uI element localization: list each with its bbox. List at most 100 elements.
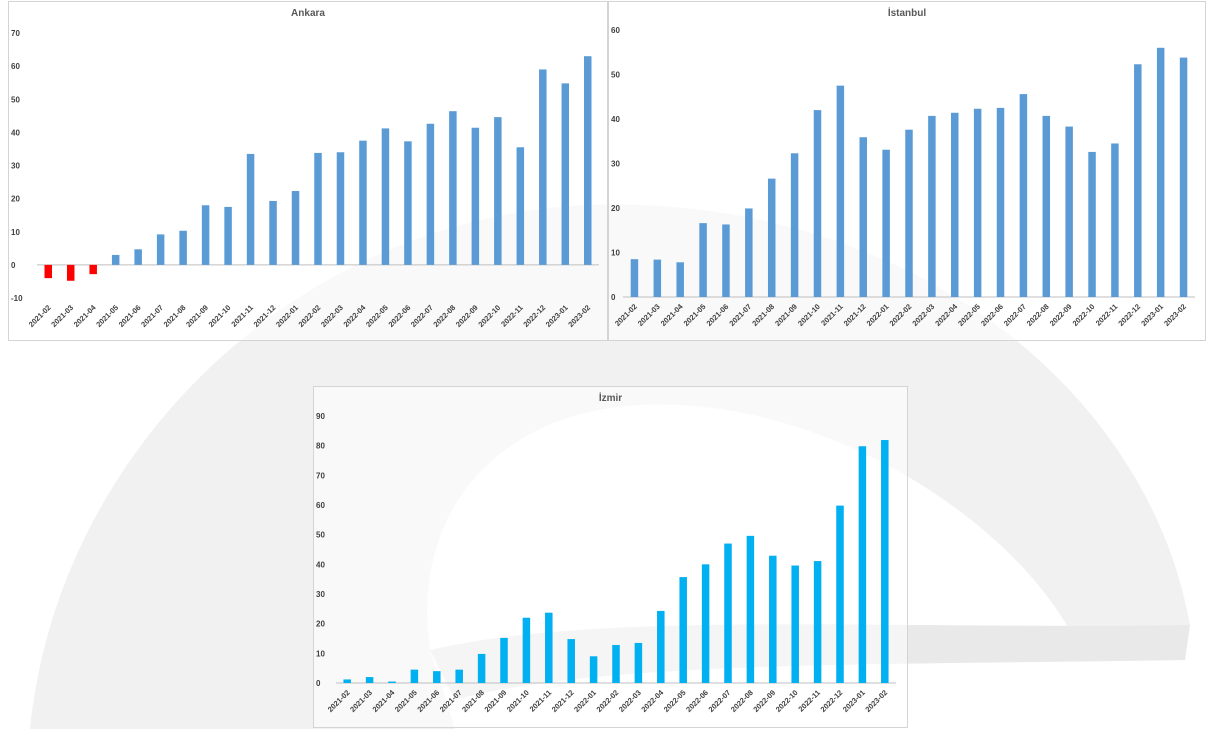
x-tick-label: 2022-02 <box>595 688 621 714</box>
bar-izmir-2021-10 <box>522 617 531 683</box>
bar-ankara-2022-01 <box>291 191 300 265</box>
x-tick-label: 2021-06 <box>705 302 731 328</box>
x-tick-label: 2021-11 <box>229 303 255 329</box>
x-tick-label: 2022-09 <box>751 688 777 714</box>
bar-izmir-2022-11 <box>813 561 822 683</box>
bar-ankara-2021-12 <box>269 200 277 265</box>
x-tick-label: 2022-08 <box>729 688 755 714</box>
bar-ankara-2022-06 <box>404 141 412 265</box>
bar-izmir-2021-09 <box>500 637 508 683</box>
y-tick-label: 0 <box>316 679 321 688</box>
x-tick-label: 2022-02 <box>888 302 914 328</box>
bar-istanbul-2022-02 <box>905 129 913 297</box>
bar-izmir-2022-12 <box>836 505 844 683</box>
y-tick-label: -10 <box>11 294 23 303</box>
bar-istanbul-2021-02 <box>630 259 639 297</box>
x-tick-label: 2022-12 <box>819 688 845 714</box>
bar-istanbul-2022-11 <box>1111 143 1119 297</box>
y-tick-label: 10 <box>316 649 325 658</box>
x-tick-label: 2021-04 <box>72 302 98 328</box>
bar-istanbul-2022-01 <box>882 149 890 297</box>
bar-ankara-2022-12 <box>539 69 547 265</box>
y-tick-label: 80 <box>316 442 325 451</box>
x-tick-label: 2022-11 <box>1094 302 1120 328</box>
bar-ankara-2021-03 <box>66 264 75 281</box>
x-tick-label: 2022-03 <box>910 302 936 328</box>
x-tick-label: 2022-06 <box>387 303 413 329</box>
x-tick-label: 2021-08 <box>460 688 486 714</box>
x-tick-label: 2022-01 <box>274 303 300 329</box>
x-tick-label: 2022-05 <box>956 302 982 328</box>
x-tick-label: 2021-07 <box>139 303 165 329</box>
bar-ankara-2022-07 <box>426 123 435 265</box>
x-tick-label: 2021-05 <box>682 302 708 328</box>
x-tick-label: 2021-07 <box>727 302 753 328</box>
y-tick-label: 20 <box>316 620 325 629</box>
bar-ankara-2023-02 <box>584 56 592 265</box>
x-tick-label: 2022-06 <box>979 302 1005 328</box>
bar-izmir-2022-03 <box>634 642 643 683</box>
bar-izmir-2022-04 <box>657 610 665 683</box>
bar-ankara-2022-03 <box>336 152 345 265</box>
x-tick-label: 2021-10 <box>505 688 531 714</box>
x-tick-label: 2021-06 <box>117 303 143 329</box>
bar-ankara-2023-01 <box>561 83 570 265</box>
x-tick-label: 2021-05 <box>94 303 120 329</box>
y-tick-label: 50 <box>11 95 20 104</box>
bar-ankara-2022-05 <box>381 128 390 265</box>
x-tick-label: 2022-04 <box>933 301 959 327</box>
bar-izmir-2022-01 <box>589 656 598 683</box>
x-tick-label: 2021-04 <box>371 687 397 713</box>
x-tick-label: 2023-01 <box>544 303 570 329</box>
bar-ankara-2022-04 <box>359 140 367 265</box>
bar-ankara-2021-09 <box>201 205 210 265</box>
y-tick-label: 50 <box>611 71 620 80</box>
chart-izmir: İzmir 0 10 20 30 40 50 60 70 80 90 2021-02 2021-03 20… <box>313 386 908 728</box>
bar-izmir-2022-02 <box>612 645 620 683</box>
x-tick-label: 2022-09 <box>1048 302 1074 328</box>
bar-izmir-2021-03 <box>365 677 374 683</box>
bar-ankara-2022-11 <box>516 147 525 265</box>
x-tick-label: 2021-12 <box>550 688 576 714</box>
x-tick-label: 2022-07 <box>707 688 733 714</box>
chart-title: İzmir <box>599 391 622 404</box>
y-tick-label: 30 <box>11 162 20 171</box>
bar-istanbul-2022-10 <box>1088 151 1096 297</box>
x-tick-label: 2021-03 <box>348 688 374 714</box>
bar-izmir-2021-05 <box>410 669 419 683</box>
y-tick-label: 30 <box>611 160 620 169</box>
bar-ankara-2021-02 <box>44 264 52 279</box>
bar-izmir-2021-04 <box>388 681 396 683</box>
y-tick-label: 60 <box>611 26 620 35</box>
y-tick-label: 30 <box>316 590 325 599</box>
bar-ankara-2021-11 <box>246 153 255 265</box>
bar-izmir-2022-08 <box>746 535 755 683</box>
y-tick-label: 10 <box>611 249 620 258</box>
x-tick-label: 2022-08 <box>431 303 457 329</box>
x-tick-label: 2022-04 <box>342 302 368 328</box>
y-tick-label: 20 <box>611 204 620 213</box>
y-tick-label: 0 <box>611 293 616 302</box>
x-tick-label: 2021-09 <box>483 688 509 714</box>
y-tick-label: 20 <box>11 195 20 204</box>
bar-ankara-2022-09 <box>471 127 480 265</box>
bar-istanbul-2021-03 <box>653 259 662 297</box>
x-tick-label: 2022-01 <box>572 688 598 714</box>
x-tick-label: 2021-02 <box>613 302 639 328</box>
x-tick-label: 2023-02 <box>1162 302 1188 328</box>
bar-ankara-2021-10 <box>224 206 232 265</box>
bar-istanbul-2022-04 <box>951 112 959 298</box>
x-tick-label: 2022-05 <box>364 303 390 329</box>
y-tick-label: 10 <box>11 228 20 237</box>
bar-istanbul-2021-06 <box>722 224 730 297</box>
x-tick-label: 2022-11 <box>796 688 822 714</box>
chart-istanbul-svg: İstanbul01020304050602021-022021-032021-… <box>611 6 1195 328</box>
bar-izmir-2022-06 <box>701 564 710 683</box>
x-tick-label: 2021-09 <box>184 303 210 329</box>
x-tick-label: 2023-02 <box>863 688 889 714</box>
bar-istanbul-2021-07 <box>745 208 753 297</box>
x-tick-label: 2021-06 <box>415 688 441 714</box>
bar-ankara-2022-02 <box>314 152 322 265</box>
bar-izmir-2022-07 <box>724 543 732 683</box>
y-tick-label: 70 <box>316 471 325 480</box>
